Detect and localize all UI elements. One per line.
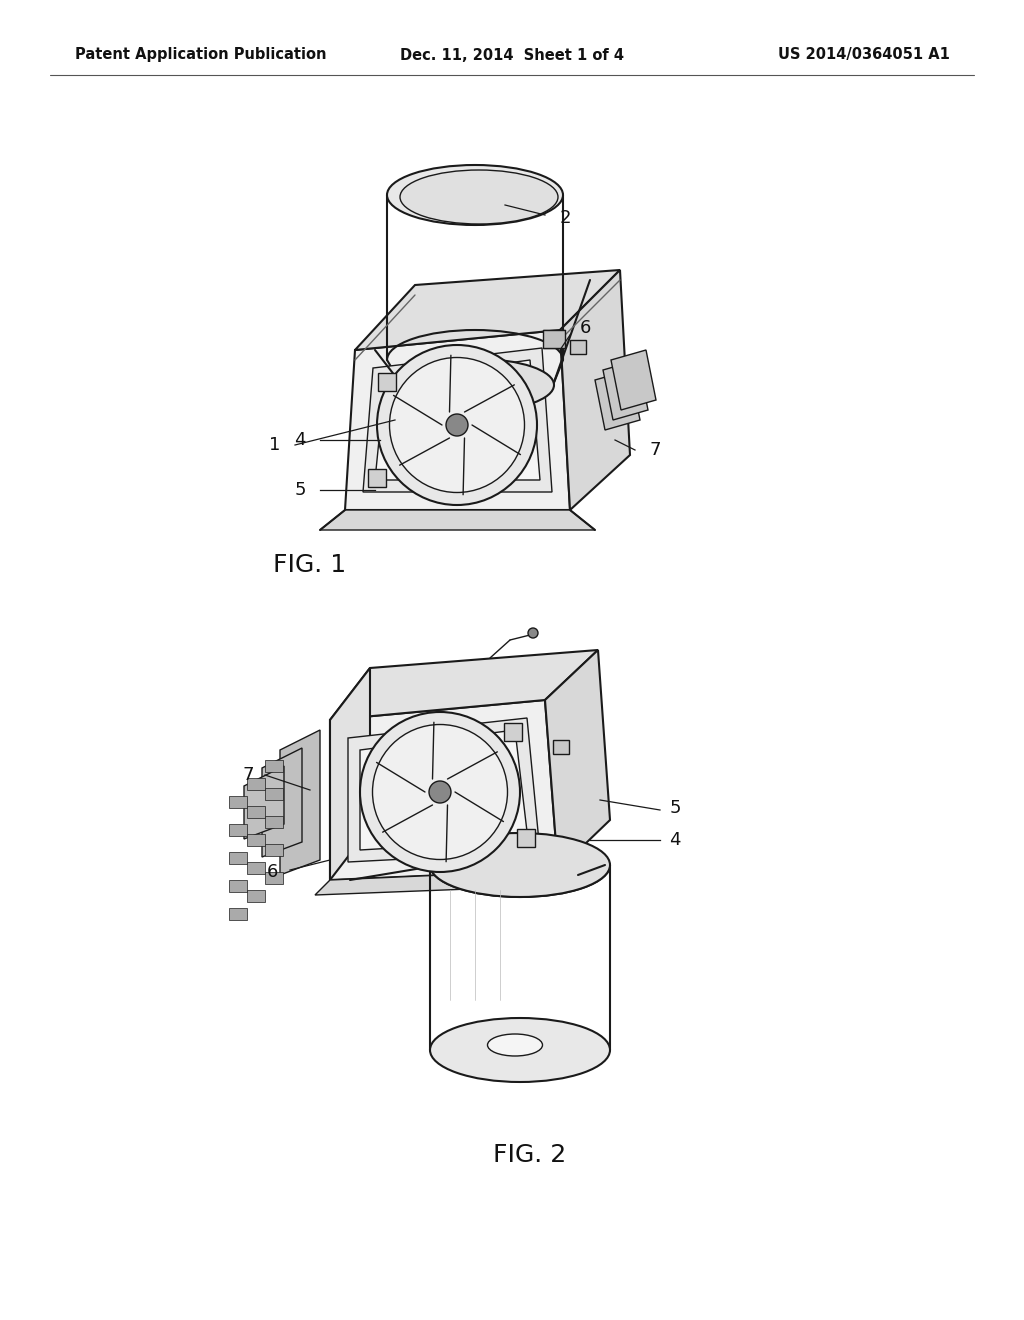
Text: US 2014/0364051 A1: US 2014/0364051 A1 [778,48,950,62]
Bar [265,873,283,884]
Polygon shape [545,649,610,870]
Ellipse shape [389,358,524,492]
Text: 5: 5 [670,799,681,817]
Text: Patent Application Publication: Patent Application Publication [75,48,327,62]
Bar [553,741,569,754]
Ellipse shape [377,345,537,506]
Ellipse shape [387,165,563,224]
Ellipse shape [430,1018,610,1082]
Bar [378,374,396,391]
Bar [517,829,535,847]
Text: FIG. 1: FIG. 1 [273,553,346,577]
Text: Dec. 11, 2014  Sheet 1 of 4: Dec. 11, 2014 Sheet 1 of 4 [400,48,624,62]
Polygon shape [595,370,640,430]
Bar [265,843,283,855]
Bar [247,777,265,789]
Text: 7: 7 [649,441,660,459]
Bar [247,834,265,846]
Polygon shape [355,271,620,350]
Bar [229,796,247,808]
Bar [265,788,283,800]
Text: 6: 6 [266,863,278,880]
Bar [265,816,283,828]
Polygon shape [375,360,540,480]
Text: 2: 2 [559,209,570,227]
Ellipse shape [446,414,468,436]
Bar [543,330,565,348]
Polygon shape [330,668,370,880]
Ellipse shape [402,359,554,411]
Polygon shape [348,718,540,862]
Polygon shape [611,350,656,411]
Bar [229,824,247,836]
Bar [229,908,247,920]
Text: 6: 6 [580,319,591,337]
Bar [229,851,247,865]
Bar [504,723,522,741]
Text: FIG. 2: FIG. 2 [494,1143,566,1167]
Bar [368,469,386,487]
Bar [570,341,586,354]
Text: 7: 7 [243,766,254,784]
Ellipse shape [429,781,451,803]
Text: 4: 4 [670,832,681,849]
Polygon shape [603,360,648,420]
Ellipse shape [487,1034,543,1056]
Text: 1: 1 [269,436,281,454]
Polygon shape [262,748,302,857]
Polygon shape [560,271,630,510]
Bar [247,890,265,902]
Polygon shape [330,700,558,880]
Polygon shape [315,870,573,895]
Polygon shape [330,649,598,719]
Bar [247,807,265,818]
Bar [247,862,265,874]
Ellipse shape [528,628,538,638]
Ellipse shape [360,711,520,873]
Polygon shape [360,730,528,850]
Ellipse shape [373,725,508,859]
Text: 4: 4 [294,432,306,449]
Polygon shape [280,730,319,875]
Bar [229,880,247,892]
Ellipse shape [430,833,610,898]
Ellipse shape [400,170,558,224]
Bar [265,760,283,772]
Text: 5: 5 [294,480,306,499]
Polygon shape [362,348,552,492]
Polygon shape [319,510,595,531]
Polygon shape [345,330,570,510]
Polygon shape [244,766,284,840]
